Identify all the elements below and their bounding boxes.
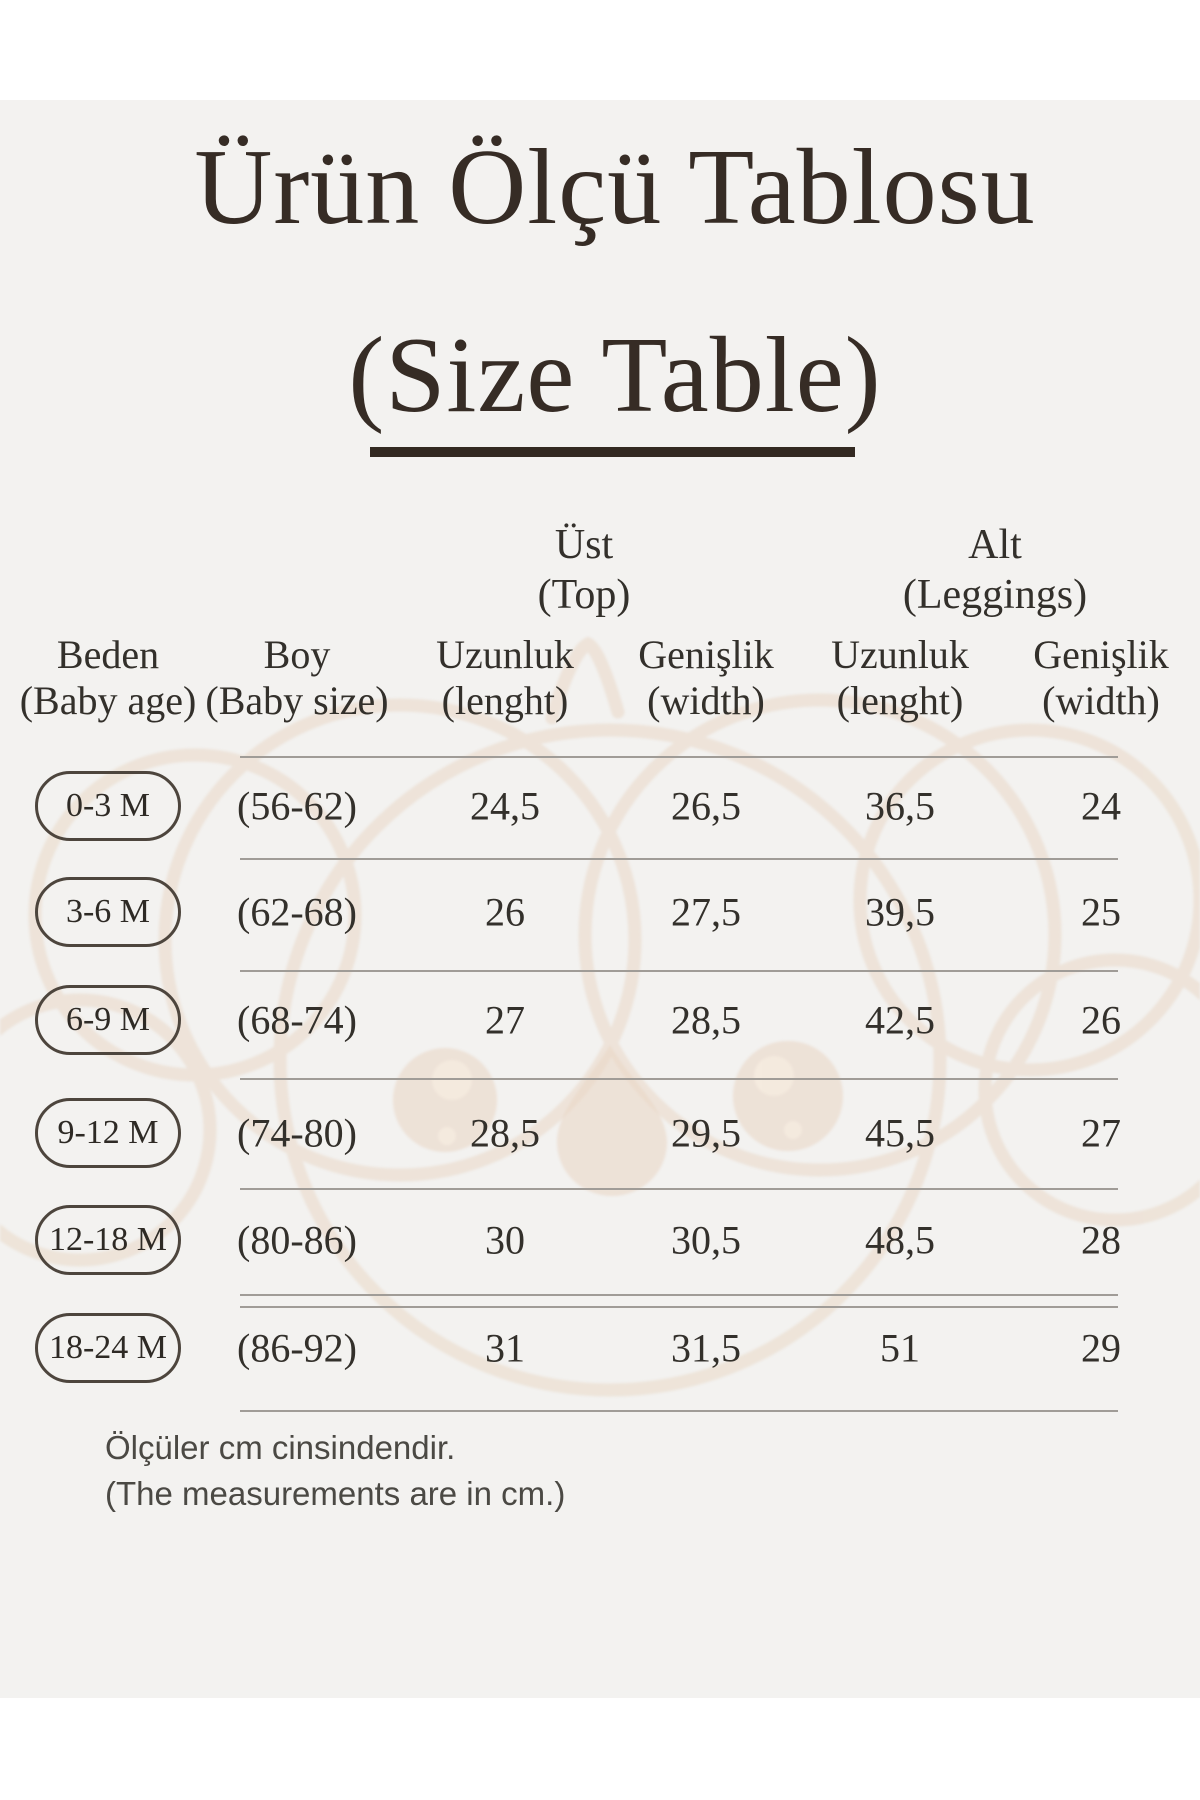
group-header-top-label: Üst [554,522,614,568]
leggings-length-cell: 36,5 [865,783,935,829]
column-header-sub: (lenght) [441,678,569,723]
size-pill: 3-6 M [35,877,181,947]
table-rule [240,1294,1118,1296]
size-pill: 9-12 M [35,1098,181,1168]
group-header-leggings-label: Alt [968,522,1022,568]
page-title: Ürün Ölçü Tablosu [194,128,1036,247]
group-header-leggings-sub: (Leggings) [902,572,1088,618]
table-rule [240,1306,1118,1308]
top-width-cell: 27,5 [671,889,741,935]
column-header-sub: (width) [1042,678,1160,723]
top-width-cell: 29,5 [671,1110,741,1156]
size-pill-label: 18-24 M [48,1329,168,1366]
column-header-sub: (width) [647,678,765,723]
page-subtitle: (Size Table) [348,316,882,435]
column-header-label: Beden [56,632,160,677]
boy-cell: (56-62) [237,783,357,829]
leggings-width-cell: 29 [1081,1325,1121,1371]
top-length-cell: 24,5 [470,783,540,829]
column-header-label: Uzunluk [831,632,969,677]
leggings-width-cell: 26 [1081,997,1121,1043]
column-header-sub: (Baby size) [205,678,389,723]
top-width-cell: 30,5 [671,1217,741,1263]
top-length-cell: 31 [485,1325,525,1371]
column-header-label: Genişlik [1033,632,1169,677]
table-rule [240,858,1118,860]
column-header: Uzunluk (lenght) [436,632,574,724]
column-header-label: Uzunluk [436,632,574,677]
table-rule [240,1078,1118,1080]
measurement-note-tr: Ölçüler cm cinsindendir. [105,1429,456,1466]
boy-cell: (74-80) [237,1110,357,1156]
size-pill: 18-24 M [35,1313,181,1383]
top-width-cell: 28,5 [671,997,741,1043]
top-length-cell: 26 [485,889,525,935]
photo-background [0,100,1200,1698]
table-rule [240,756,1118,758]
leggings-width-cell: 27 [1081,1110,1121,1156]
leggings-width-cell: 25 [1081,889,1121,935]
top-length-cell: 28,5 [470,1110,540,1156]
column-header: Genişlik (width) [638,632,774,724]
top-length-cell: 27 [485,997,525,1043]
group-header-top: Üst (Top) [538,520,631,620]
size-pill-label: 12-18 M [48,1221,168,1258]
boy-cell: (80-86) [237,1217,357,1263]
size-pill: 0-3 M [35,771,181,841]
top-length-cell: 30 [485,1217,525,1263]
leggings-length-cell: 42,5 [865,997,935,1043]
leggings-length-cell: 45,5 [865,1110,935,1156]
boy-cell: (86-92) [237,1325,357,1371]
column-header-label: Genişlik [638,632,774,677]
measurement-note-en: (The measurements are in cm.) [105,1475,566,1512]
size-pill-label: 9-12 M [57,1114,159,1151]
column-header-label: Boy [263,632,331,677]
group-header-leggings: Alt (Leggings) [903,520,1087,620]
title-underline [370,447,855,457]
leggings-length-cell: 51 [880,1325,920,1371]
column-header: Uzunluk (lenght) [831,632,969,724]
leggings-width-cell: 24 [1081,783,1121,829]
table-rule [240,970,1118,972]
measurement-note: Ölçüler cm cinsindendir. (The measuremen… [105,1425,565,1517]
boy-cell: (68-74) [237,997,357,1043]
boy-cell: (62-68) [237,889,357,935]
column-header: Boy (Baby size) [205,632,388,724]
size-pill: 12-18 M [35,1205,181,1275]
leggings-length-cell: 39,5 [865,889,935,935]
table-rule [240,1410,1118,1412]
table-rule [240,1188,1118,1190]
group-header-top-sub: (Top) [537,572,631,618]
top-width-cell: 31,5 [671,1325,741,1371]
column-header: Beden (Baby age) [20,632,197,724]
leggings-width-cell: 28 [1081,1217,1121,1263]
size-pill: 6-9 M [35,985,181,1055]
column-header-sub: (lenght) [836,678,964,723]
size-pill-label: 0-3 M [65,787,151,824]
size-pill-label: 3-6 M [65,893,151,930]
column-header: Genişlik (width) [1033,632,1169,724]
top-width-cell: 26,5 [671,783,741,829]
column-header-sub: (Baby age) [19,678,197,723]
leggings-length-cell: 48,5 [865,1217,935,1263]
size-pill-label: 6-9 M [65,1001,151,1038]
